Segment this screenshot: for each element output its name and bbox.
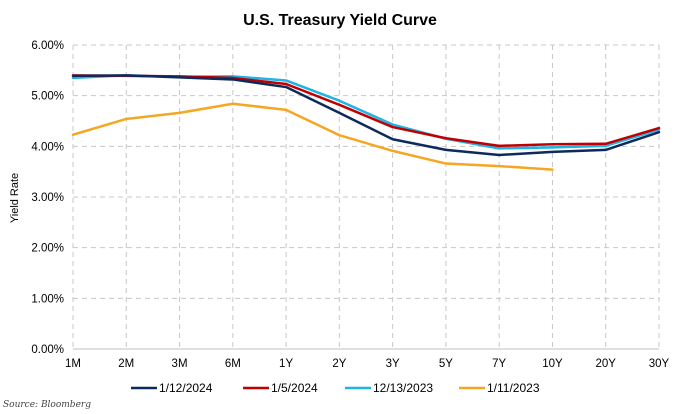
x-tick-label: 10Y — [542, 358, 563, 370]
series-line — [73, 75, 659, 148]
legend-item: 1/11/2023 — [459, 381, 540, 395]
grid-lines — [73, 45, 659, 349]
x-tick-label: 1Y — [279, 358, 293, 370]
legend-label: 12/13/2023 — [373, 381, 433, 395]
x-tick-label: 1M — [65, 358, 81, 370]
source-note: Source: Bloomberg — [3, 400, 91, 410]
y-tick-label: 2.00% — [31, 243, 64, 255]
y-tick-labels: 0.00% 1.00% 2.00% 3.00% 4.00% 5.00% 6.00% — [31, 40, 64, 356]
yield-curve-chart: U.S. Treasury Yield Curve Yield Rate 0.0… — [0, 0, 681, 414]
x-tick-label: 2M — [118, 358, 134, 370]
series-line — [73, 75, 659, 145]
legend-label: 1/5/2024 — [271, 381, 318, 395]
x-tick-label: 6M — [225, 358, 241, 370]
x-tick-label: 3M — [172, 358, 188, 370]
legend: 1/12/2024 1/5/2024 12/13/2023 1/11/2023 — [131, 381, 540, 395]
x-tick-labels: 1M 2M 3M 6M 1Y 2Y 3Y 5Y 7Y 10Y 20Y 30Y — [65, 358, 670, 370]
y-axis-label: Yield Rate — [9, 173, 21, 223]
x-tick-label: 20Y — [595, 358, 616, 370]
x-tick-label: 3Y — [386, 358, 400, 370]
legend-label: 1/12/2024 — [159, 381, 213, 395]
y-tick-label: 5.00% — [31, 91, 64, 103]
legend-label: 1/11/2023 — [487, 381, 540, 395]
y-tick-label: 3.00% — [31, 192, 64, 204]
legend-item: 12/13/2023 — [345, 381, 433, 395]
legend-item: 1/5/2024 — [243, 381, 318, 395]
chart-title: U.S. Treasury Yield Curve — [243, 12, 437, 29]
x-tick-label: 5Y — [439, 358, 453, 370]
y-tick-label: 0.00% — [31, 344, 64, 356]
legend-item: 1/12/2024 — [131, 381, 213, 395]
series-lines — [73, 75, 659, 169]
x-tick-label: 7Y — [492, 358, 506, 370]
y-tick-label: 4.00% — [31, 141, 64, 153]
series-line — [73, 104, 552, 170]
x-tick-label: 30Y — [649, 358, 670, 370]
x-tick-label: 2Y — [332, 358, 346, 370]
y-tick-label: 1.00% — [31, 293, 64, 305]
y-tick-label: 6.00% — [31, 40, 64, 52]
